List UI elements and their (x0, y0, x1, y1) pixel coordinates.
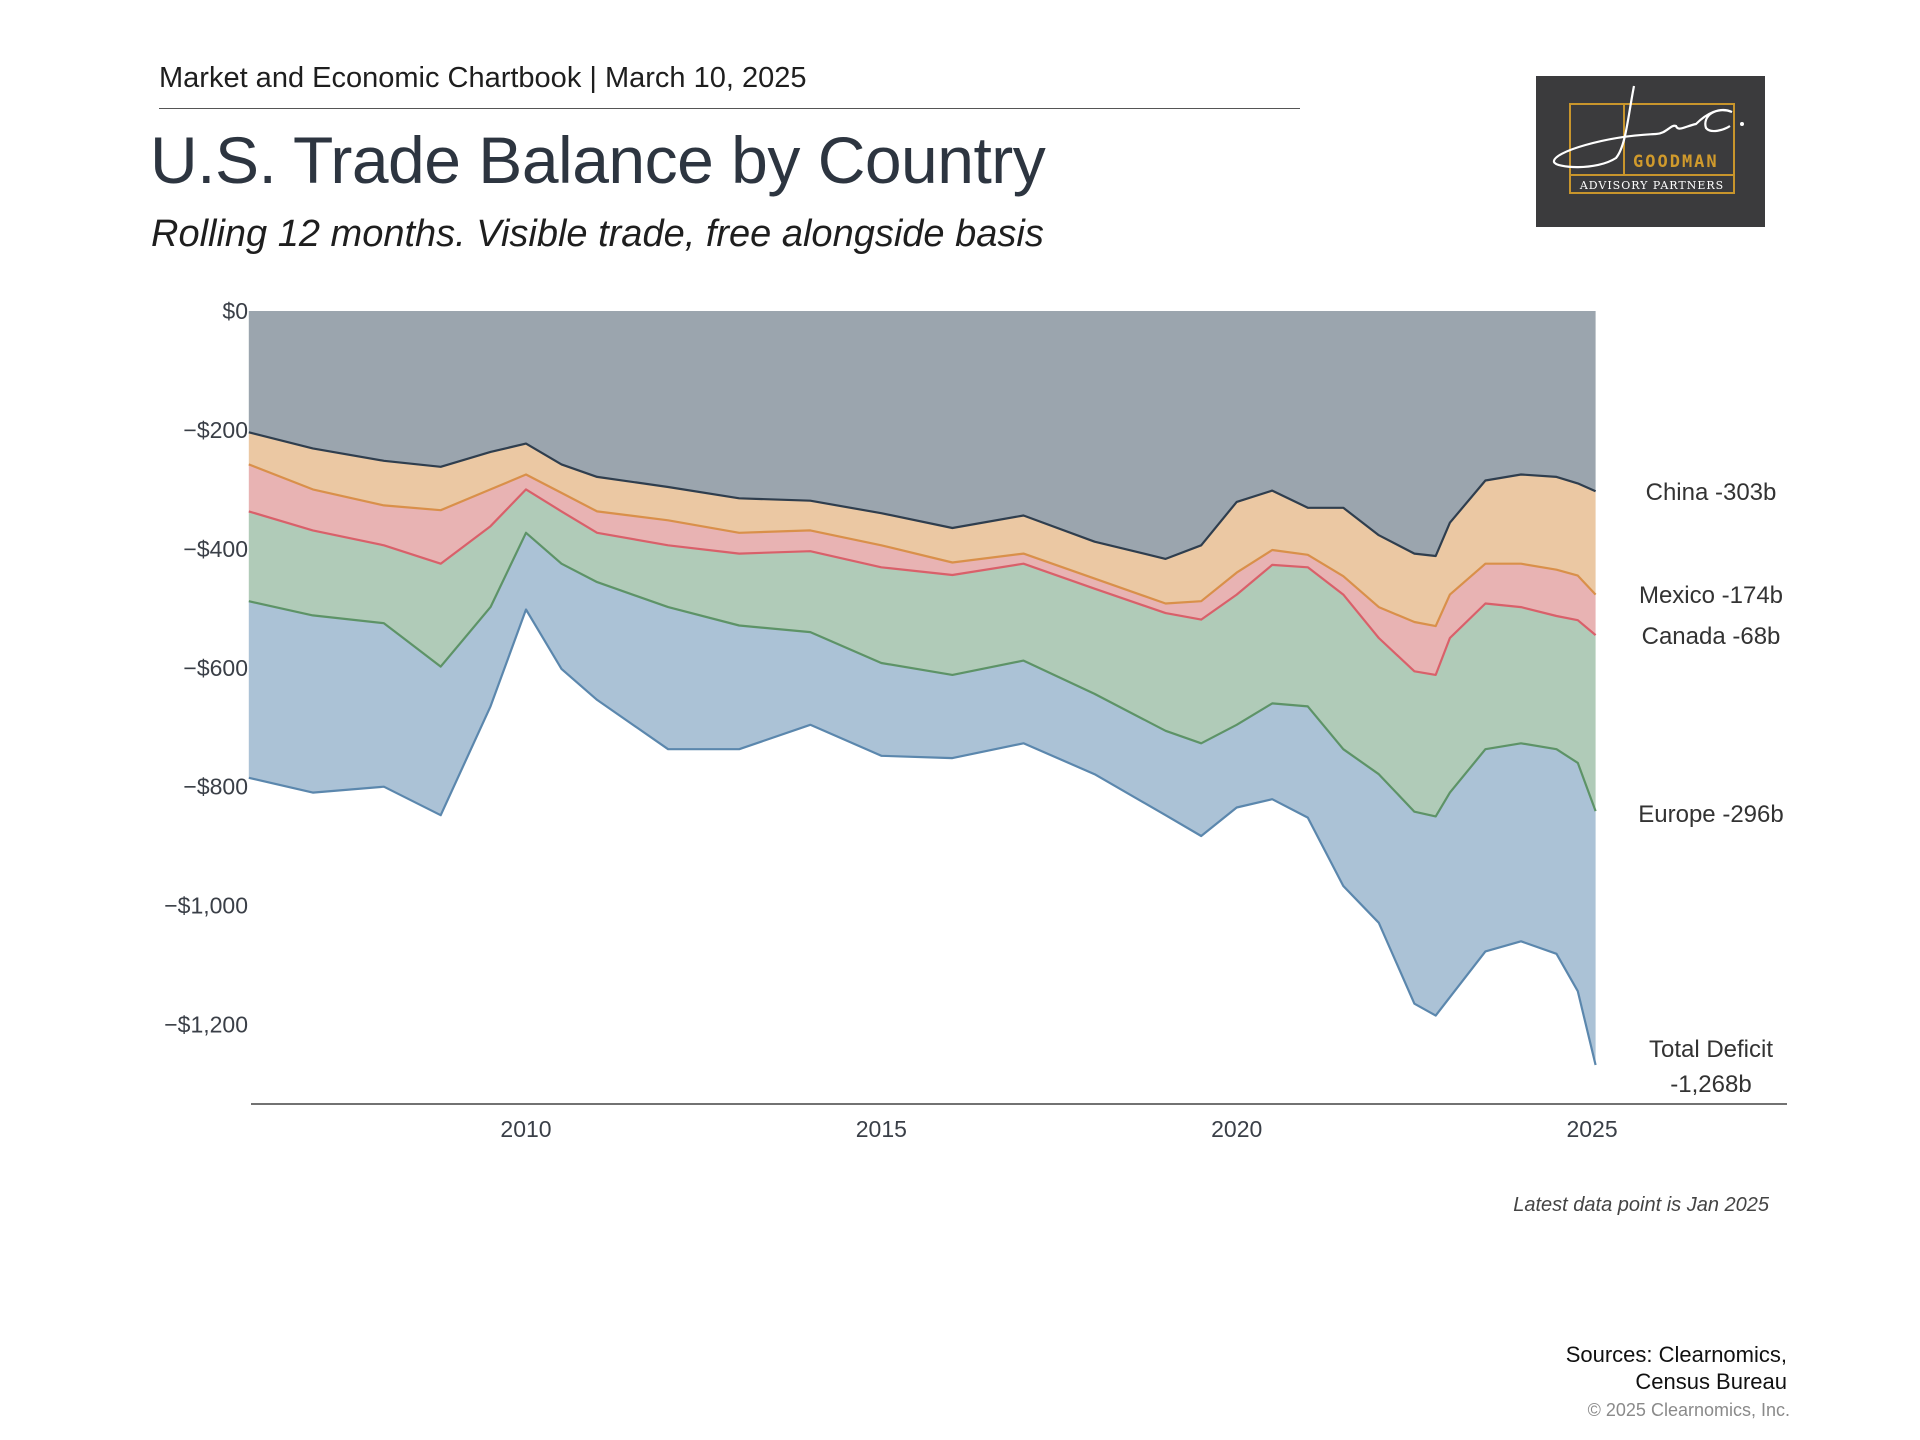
area-total-deficit (248, 532, 1596, 1065)
area-europe (248, 489, 1596, 817)
logo-name: GOODMAN (1633, 152, 1719, 172)
line-canada (248, 488, 1597, 677)
y-tick-label: −$1,200 (164, 1012, 248, 1038)
latest-data-note: Latest data point is Jan 2025 (1513, 1194, 1769, 1216)
header-divider (159, 108, 1300, 109)
sources-line-1: Sources: Clearnomics, (1565, 1342, 1787, 1367)
end-label-canada: Canada -68b (1642, 623, 1781, 650)
line-total-deficit (248, 608, 1597, 1066)
page-title: U.S. Trade Balance by Country (150, 123, 1046, 197)
logo-tagline: ADVISORY PARTNERS (1579, 179, 1724, 192)
x-tick-label: 2015 (856, 1116, 907, 1142)
page-subtitle: Rolling 12 months. Visible trade, free a… (151, 213, 1044, 255)
chartbook-kicker: Market and Economic Chartbook | March 10… (159, 62, 807, 94)
company-logo: GOODMAN ADVISORY PARTNERS (1536, 76, 1765, 227)
end-label-europe: Europe -296b (1638, 801, 1783, 828)
end-label-total-deficit: Total Deficit (1649, 1036, 1773, 1063)
y-tick-label: −$800 (183, 774, 248, 800)
end-label-total-value: -1,268b (1670, 1071, 1751, 1098)
end-label-china: China -303b (1646, 479, 1777, 506)
y-tick-label: −$400 (183, 536, 248, 562)
sources-line-2: Census Bureau (1635, 1369, 1787, 1394)
copyright-text: © 2025 Clearnomics, Inc. (1587, 1400, 1790, 1420)
y-tick-label: −$200 (183, 417, 248, 443)
line-europe (248, 531, 1597, 818)
sources-text: Sources: Clearnomics, Census Bureau (1566, 1341, 1787, 1395)
area-canada (248, 464, 1596, 675)
y-tick-label: −$1,000 (164, 893, 248, 919)
line-mexico (248, 463, 1597, 628)
area-mexico (248, 432, 1596, 627)
area-china (248, 311, 1596, 559)
x-axis-ticks: 2010 2015 2020 2025 (500, 1116, 1617, 1142)
x-tick-label: 2010 (500, 1116, 551, 1142)
y-tick-label: −$600 (183, 655, 248, 681)
y-axis-ticks: $0 −$200 −$400 −$600 −$800 −$1,000 −$1,200 (164, 298, 248, 1038)
x-tick-label: 2020 (1211, 1116, 1262, 1142)
y-tick-label: $0 (222, 298, 248, 324)
stacked-areas (248, 311, 1596, 1065)
x-tick-label: 2025 (1566, 1116, 1617, 1142)
line-china (248, 431, 1597, 561)
end-label-mexico: Mexico -174b (1639, 582, 1783, 609)
series-end-labels: China -303b Mexico -174b Canada -68b Europe… (1638, 479, 1783, 1098)
series-lines (248, 431, 1597, 1066)
logo-graphic: GOODMAN ADVISORY PARTNERS (1552, 85, 1744, 194)
